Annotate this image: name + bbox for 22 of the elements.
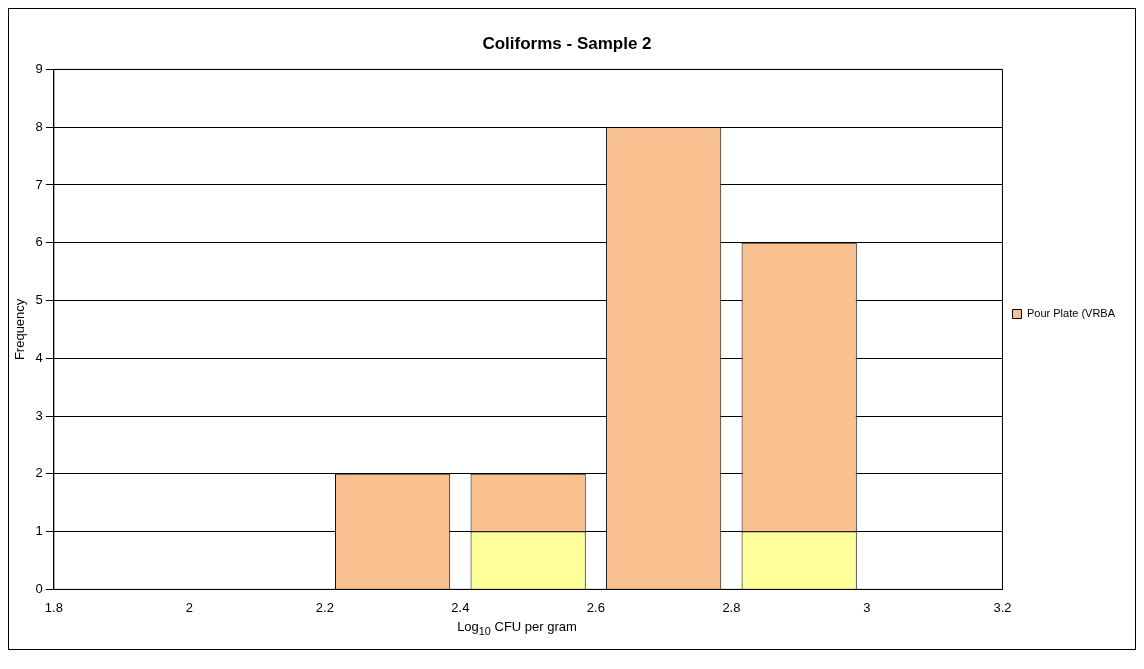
legend-label: Pour Plate (VRBA [1026, 307, 1116, 320]
x-tick-label: 3 [863, 599, 871, 615]
x-tick-label: 2.6 [586, 599, 605, 615]
y-tick-label: 3 [35, 407, 43, 423]
x-tick-label: 2.4 [451, 599, 470, 615]
x-tick-label: 3.2 [993, 599, 1012, 615]
x-axis-title: Log$_{10}$ CFU per gram [456, 619, 578, 639]
y-tick-label: 0 [35, 580, 43, 596]
x-tick-label: 1.8 [44, 599, 63, 615]
y-tick-label: 2 [35, 465, 43, 481]
y-tick-label: 5 [35, 292, 43, 308]
y-tick-label: 7 [35, 176, 43, 192]
x-tick-label: 2 [185, 599, 193, 615]
y-tick-label: 9 [35, 60, 43, 76]
y-tick-label: 4 [35, 349, 43, 365]
y-tick-label: 8 [35, 118, 43, 134]
y-axis-title: Frequency [12, 298, 28, 361]
chart-title: Coliforms - Sample 2 [482, 33, 652, 53]
x-tick-label: 2.2 [315, 599, 334, 615]
y-tick-label: 1 [35, 523, 43, 539]
x-tick-label: 2.8 [722, 599, 741, 615]
y-tick-label: 6 [35, 234, 43, 250]
